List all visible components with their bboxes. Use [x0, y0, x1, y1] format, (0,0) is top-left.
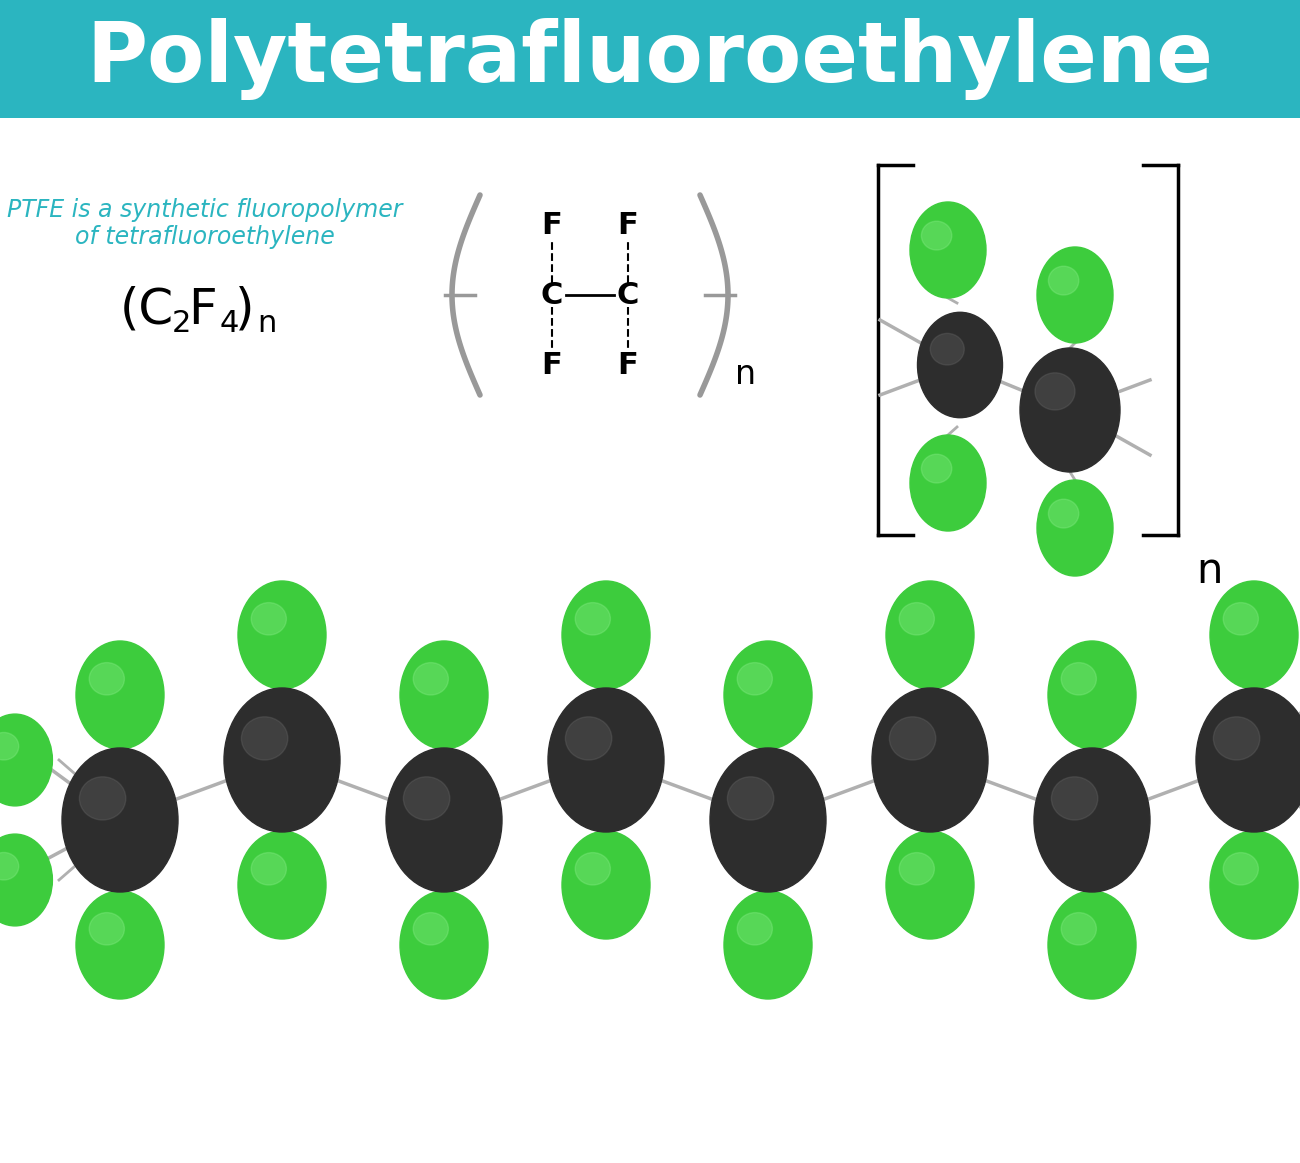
Text: 4: 4 — [220, 309, 239, 338]
Ellipse shape — [251, 852, 286, 885]
Ellipse shape — [0, 834, 52, 926]
Ellipse shape — [1034, 748, 1150, 892]
Text: C: C — [616, 280, 640, 309]
Text: C: C — [541, 280, 563, 309]
Text: F: F — [618, 350, 638, 379]
Ellipse shape — [1020, 348, 1121, 472]
Ellipse shape — [62, 748, 178, 892]
Ellipse shape — [910, 202, 985, 298]
Ellipse shape — [900, 602, 935, 635]
Ellipse shape — [931, 334, 965, 365]
Ellipse shape — [737, 663, 772, 695]
Bar — [0, 0, 1300, 117]
Ellipse shape — [724, 641, 812, 749]
Ellipse shape — [1037, 480, 1113, 576]
Ellipse shape — [413, 663, 448, 695]
Text: F: F — [618, 211, 638, 240]
Ellipse shape — [0, 852, 18, 880]
Text: Polytetrafluoroethylene: Polytetrafluoroethylene — [87, 17, 1213, 100]
Ellipse shape — [910, 435, 985, 531]
Ellipse shape — [728, 777, 774, 820]
Ellipse shape — [922, 221, 952, 250]
Text: F: F — [542, 350, 563, 379]
Ellipse shape — [413, 913, 448, 946]
Ellipse shape — [75, 641, 164, 749]
Ellipse shape — [562, 582, 650, 688]
Ellipse shape — [386, 748, 502, 892]
Ellipse shape — [575, 602, 611, 635]
Text: (C: (C — [120, 286, 174, 334]
Text: ): ) — [235, 286, 255, 334]
Ellipse shape — [887, 582, 974, 688]
Text: n: n — [257, 309, 277, 338]
Ellipse shape — [887, 832, 974, 939]
Ellipse shape — [872, 688, 988, 832]
Text: of tetrafluoroethylene: of tetrafluoroethylene — [75, 224, 335, 249]
Ellipse shape — [251, 602, 286, 635]
Ellipse shape — [1223, 602, 1258, 635]
Ellipse shape — [575, 852, 611, 885]
Ellipse shape — [238, 582, 326, 688]
Text: F: F — [188, 286, 217, 334]
Ellipse shape — [737, 913, 772, 946]
Ellipse shape — [90, 663, 125, 695]
Ellipse shape — [1037, 247, 1113, 343]
Ellipse shape — [1213, 716, 1260, 759]
Ellipse shape — [1196, 688, 1300, 832]
Ellipse shape — [562, 832, 650, 939]
Ellipse shape — [1048, 499, 1079, 528]
Ellipse shape — [918, 313, 1002, 418]
Ellipse shape — [403, 777, 450, 820]
Text: F: F — [542, 211, 563, 240]
Ellipse shape — [1048, 891, 1136, 999]
Ellipse shape — [889, 716, 936, 759]
Ellipse shape — [1048, 266, 1079, 295]
Ellipse shape — [1210, 582, 1297, 688]
Ellipse shape — [724, 891, 812, 999]
Ellipse shape — [1052, 777, 1097, 820]
Ellipse shape — [242, 716, 287, 759]
Ellipse shape — [1210, 832, 1297, 939]
Text: n: n — [734, 358, 757, 392]
Ellipse shape — [1061, 913, 1096, 946]
Ellipse shape — [1035, 373, 1075, 411]
Ellipse shape — [549, 688, 664, 832]
Ellipse shape — [922, 455, 952, 483]
Ellipse shape — [0, 733, 18, 759]
Ellipse shape — [0, 714, 52, 806]
Ellipse shape — [400, 641, 488, 749]
Ellipse shape — [1048, 641, 1136, 749]
Ellipse shape — [75, 891, 164, 999]
Ellipse shape — [79, 777, 126, 820]
Ellipse shape — [90, 913, 125, 946]
Ellipse shape — [1061, 663, 1096, 695]
Ellipse shape — [224, 688, 341, 832]
Ellipse shape — [1223, 852, 1258, 885]
Text: 2: 2 — [172, 309, 191, 338]
Ellipse shape — [710, 748, 826, 892]
Ellipse shape — [900, 852, 935, 885]
Text: n: n — [1196, 550, 1222, 592]
Ellipse shape — [400, 891, 488, 999]
Text: PTFE is a synthetic fluoropolymer: PTFE is a synthetic fluoropolymer — [8, 198, 403, 222]
Ellipse shape — [566, 716, 612, 759]
Ellipse shape — [238, 832, 326, 939]
